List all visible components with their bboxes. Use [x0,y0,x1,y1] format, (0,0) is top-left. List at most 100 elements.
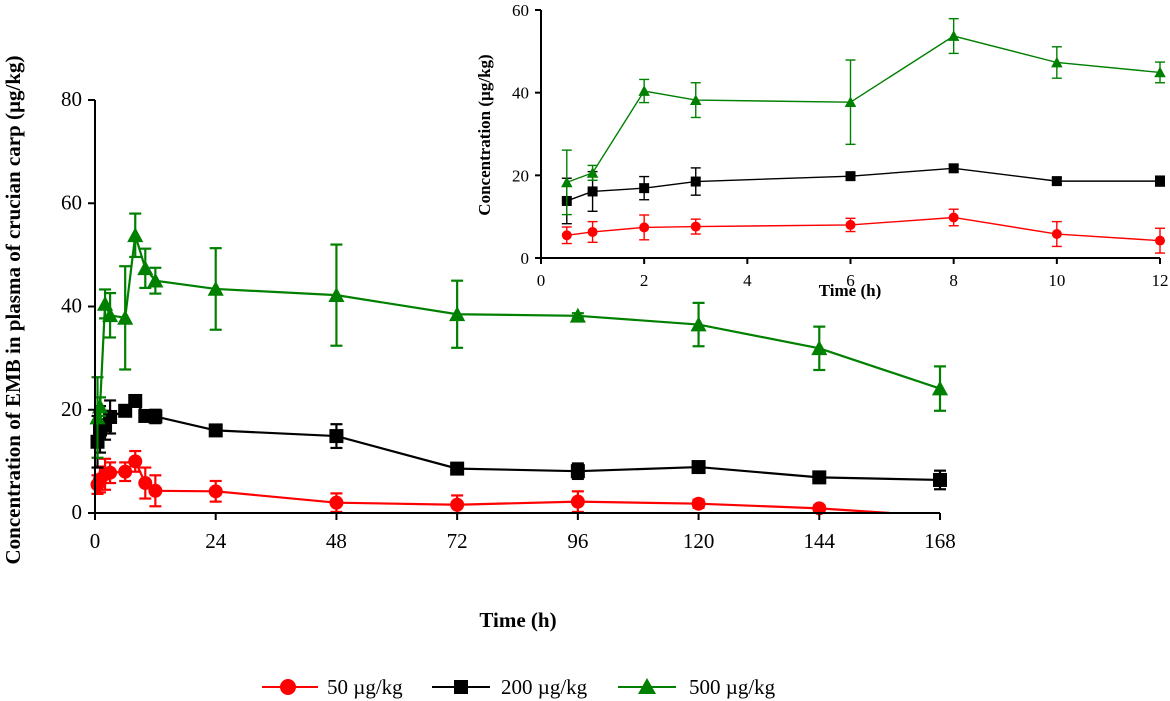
inset-point-triangle [690,94,702,105]
main-y-tick-label: 0 [72,500,83,524]
inset-point-square [639,183,650,194]
inset-point-circle [1155,235,1165,246]
main-series-2 [89,212,949,459]
main-point-square [450,461,465,476]
main-y-tick-label: 60 [61,190,82,214]
main-point-triangle [117,309,134,325]
inset-x-tick-label: 2 [640,271,649,290]
main-point-circle [450,497,465,512]
inset-point-circle [561,230,572,241]
main-point-triangle [690,316,707,332]
inset-point-square [948,163,959,174]
inset-chart: 0 20 40 60 0 2 4 6 8 10 12 Time (h) Concentration… [475,1,1169,300]
inset-series-line [566,216,1161,242]
inset-y-ticks: 0 20 40 60 [512,1,541,268]
main-point-square [691,460,706,475]
main-point-triangle [449,306,466,322]
main-x-tick-label: 120 [683,529,715,553]
inset-point-square [1155,176,1165,187]
legend-item-200: 200 µg/kg [432,675,588,699]
main-x-tick-label: 168 [924,529,956,553]
inset-point-circle [845,219,856,230]
inset-point-triangle [561,176,573,188]
inset-point-circle [1051,229,1062,240]
main-point-triangle [569,307,586,323]
legend-label-200: 200 µg/kg [501,675,588,699]
main-series-line [96,399,941,482]
inset-x-axis-title: Time (h) [819,281,882,300]
main-point-circle [329,495,344,510]
legend-label-50: 50 µg/kg [327,675,403,699]
inset-x-tick-label: 0 [537,271,546,290]
inset-point-triangle [947,30,960,41]
legend: 50 µg/kg 200 µg/kg 500 µg/kg [262,675,776,699]
inset-series-0 [561,208,1165,254]
inset-point-square [845,171,856,182]
main-point-triangle [931,380,949,396]
main-point-square [208,423,223,438]
inset-series-1 [561,163,1165,225]
inset-point-triangle [638,85,650,96]
main-point-triangle [91,398,109,414]
inset-point-square [587,186,598,197]
main-x-tick-label: 72 [447,529,468,553]
inset-series-layer [561,17,1166,254]
main-point-circle [570,494,585,509]
inset-point-triangle [844,96,857,108]
legend-marker-circle-icon [280,679,296,695]
main-y-ticks: 0 20 40 60 80 [61,87,95,524]
main-series-layer [89,212,949,516]
inset-y-tick-label: 20 [512,166,529,185]
inset-x-tick-label: 10 [1048,271,1065,290]
main-point-triangle [147,272,164,288]
legend-marker-square-icon [454,680,468,694]
main-x-tick-label: 0 [90,529,101,553]
main-point-square [812,470,827,485]
main-x-tick-label: 96 [567,529,588,553]
main-x-tick-label: 24 [205,529,227,553]
main-point-triangle [89,409,106,425]
inset-x-tick-label: 12 [1152,271,1169,290]
main-point-square [329,429,344,444]
main-point-square [933,472,947,487]
inset-series-line [566,167,1160,202]
inset-point-triangle [586,167,599,178]
inset-point-circle [587,226,598,237]
main-series-1 [90,393,947,491]
legend-label-500: 500 µg/kg [689,675,776,699]
main-x-tick-label: 48 [326,529,347,553]
legend-marker-triangle-icon [638,678,656,694]
inset-y-tick-label: 40 [512,84,529,103]
main-y-tick-label: 80 [61,87,82,111]
main-point-square [148,409,163,424]
inset-point-circle [639,222,650,233]
legend-item-50: 50 µg/kg [262,675,403,699]
inset-y-axis-title: Concentration (µg/kg) [475,54,494,215]
main-point-circle [691,496,706,511]
main-point-circle [208,484,223,499]
inset-series-line [566,35,1161,184]
inset-x-tick-label: 4 [743,271,752,290]
inset-point-square [1051,176,1062,187]
main-point-circle [148,483,163,498]
main-y-axis-title: Concentration of EMB in plasma of crucia… [1,55,25,564]
main-point-circle [138,476,153,491]
inset-y-tick-label: 60 [512,1,529,20]
main-series-0 [90,449,890,516]
main-x-axis-title: Time (h) [479,608,556,632]
inset-y-tick-label: 0 [521,249,530,268]
inset-x-ticks: 0 2 4 6 8 10 12 [537,258,1169,290]
main-point-triangle [328,287,345,302]
inset-point-triangle [1154,66,1166,78]
main-point-triangle [811,340,828,356]
inset-point-circle [690,221,701,232]
main-point-square [570,464,585,479]
main-point-triangle [102,307,119,323]
inset-series-2 [561,17,1166,216]
main-point-circle [812,501,827,516]
inset-x-tick-label: 8 [949,271,958,290]
main-point-circle [128,454,143,469]
main-y-tick-label: 20 [61,397,82,421]
